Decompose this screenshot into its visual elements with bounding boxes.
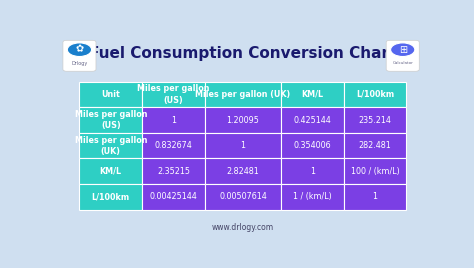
- Text: KM/L: KM/L: [301, 90, 323, 99]
- Text: Drlogy: Drlogy: [71, 61, 88, 66]
- FancyBboxPatch shape: [80, 107, 142, 133]
- FancyBboxPatch shape: [80, 82, 142, 107]
- Text: Miles per gallon
(US): Miles per gallon (US): [137, 84, 210, 105]
- Text: Miles per gallon
(US): Miles per gallon (US): [74, 110, 147, 130]
- Text: 100 / (km/L): 100 / (km/L): [351, 167, 400, 176]
- FancyBboxPatch shape: [80, 158, 142, 184]
- FancyBboxPatch shape: [344, 133, 406, 158]
- FancyBboxPatch shape: [142, 82, 205, 107]
- Text: 0.00507614: 0.00507614: [219, 192, 267, 201]
- FancyBboxPatch shape: [281, 184, 344, 210]
- Text: ✿: ✿: [75, 45, 83, 55]
- Text: 1: 1: [171, 116, 176, 125]
- FancyBboxPatch shape: [205, 107, 281, 133]
- FancyBboxPatch shape: [281, 107, 344, 133]
- Text: 235.214: 235.214: [359, 116, 392, 125]
- FancyBboxPatch shape: [281, 82, 344, 107]
- Text: KM/L: KM/L: [100, 167, 122, 176]
- Text: 0.425144: 0.425144: [293, 116, 331, 125]
- FancyBboxPatch shape: [344, 158, 406, 184]
- Text: 1: 1: [373, 192, 378, 201]
- Text: 282.481: 282.481: [359, 141, 392, 150]
- Text: 1.20095: 1.20095: [227, 116, 259, 125]
- FancyBboxPatch shape: [205, 133, 281, 158]
- FancyBboxPatch shape: [281, 133, 344, 158]
- Text: 2.35215: 2.35215: [157, 167, 190, 176]
- Text: L/100km: L/100km: [92, 192, 130, 201]
- Text: 0.354006: 0.354006: [293, 141, 331, 150]
- FancyBboxPatch shape: [205, 158, 281, 184]
- Text: Calculator: Calculator: [392, 61, 413, 65]
- Text: 0.00425144: 0.00425144: [150, 192, 197, 201]
- FancyBboxPatch shape: [80, 184, 142, 210]
- Text: L/100km: L/100km: [356, 90, 394, 99]
- FancyBboxPatch shape: [281, 158, 344, 184]
- Text: ⊞: ⊞: [399, 45, 407, 55]
- FancyBboxPatch shape: [344, 82, 406, 107]
- FancyBboxPatch shape: [80, 133, 142, 158]
- FancyBboxPatch shape: [386, 40, 419, 71]
- Text: Fuel Consumption Conversion Chart: Fuel Consumption Conversion Chart: [89, 46, 397, 61]
- FancyBboxPatch shape: [142, 133, 205, 158]
- Text: 1: 1: [240, 141, 246, 150]
- FancyBboxPatch shape: [142, 184, 205, 210]
- Text: 1: 1: [310, 167, 315, 176]
- Text: Miles per gallon (UK): Miles per gallon (UK): [195, 90, 291, 99]
- Text: 2.82481: 2.82481: [227, 167, 259, 176]
- Text: www.drlogy.com: www.drlogy.com: [212, 223, 274, 232]
- FancyBboxPatch shape: [63, 40, 96, 71]
- FancyBboxPatch shape: [142, 107, 205, 133]
- FancyBboxPatch shape: [344, 184, 406, 210]
- Circle shape: [67, 43, 91, 57]
- Text: Unit: Unit: [101, 90, 120, 99]
- FancyBboxPatch shape: [205, 184, 281, 210]
- Circle shape: [391, 43, 415, 57]
- Text: 1 / (km/L): 1 / (km/L): [293, 192, 332, 201]
- FancyBboxPatch shape: [142, 158, 205, 184]
- Text: 0.832674: 0.832674: [155, 141, 192, 150]
- Text: Miles per gallon
(UK): Miles per gallon (UK): [74, 136, 147, 156]
- FancyBboxPatch shape: [344, 107, 406, 133]
- FancyBboxPatch shape: [205, 82, 281, 107]
